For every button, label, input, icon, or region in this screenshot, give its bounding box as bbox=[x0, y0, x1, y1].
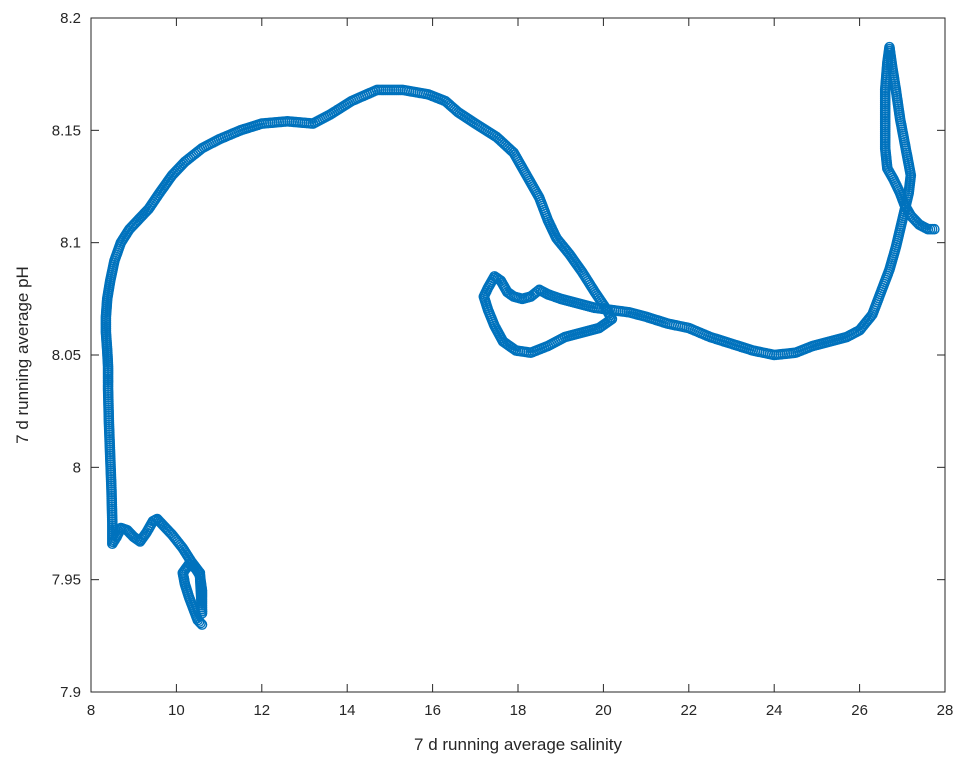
x-tick-label: 12 bbox=[253, 702, 270, 719]
x-tick-label: 16 bbox=[424, 702, 441, 719]
x-tick-label: 26 bbox=[851, 702, 868, 719]
data-point bbox=[193, 145, 204, 157]
y-tick-label: 7.9 bbox=[60, 684, 81, 701]
y-axis-label: 7 d running average pH bbox=[13, 266, 32, 444]
x-tick-label: 28 bbox=[937, 702, 954, 719]
axis-ticks: 8 10 12 14 16 18 20 22 24 26 28 7.9 7.95 8 8.05 8.1 8.15… bbox=[52, 10, 954, 719]
y-tick-label: 8.05 bbox=[52, 347, 81, 364]
data-point bbox=[929, 223, 940, 235]
x-tick-label: 22 bbox=[680, 702, 697, 719]
x-tick-label: 8 bbox=[87, 702, 95, 719]
x-tick-label: 18 bbox=[510, 702, 527, 719]
data-point bbox=[597, 320, 608, 332]
x-tick-label: 24 bbox=[766, 702, 783, 719]
y-tick-label: 8 bbox=[73, 459, 81, 476]
y-tick-label: 7.95 bbox=[52, 572, 81, 589]
x-tick-label: 14 bbox=[339, 702, 356, 719]
y-tick-label: 8.1 bbox=[60, 235, 81, 252]
y-tick-label: 8.15 bbox=[52, 122, 81, 139]
x-axis-label: 7 d running average salinity bbox=[414, 735, 622, 754]
x-tick-label: 20 bbox=[595, 702, 612, 719]
plot-area bbox=[100, 41, 940, 630]
y-tick-label: 8.2 bbox=[60, 10, 81, 27]
x-tick-label: 10 bbox=[168, 702, 185, 719]
